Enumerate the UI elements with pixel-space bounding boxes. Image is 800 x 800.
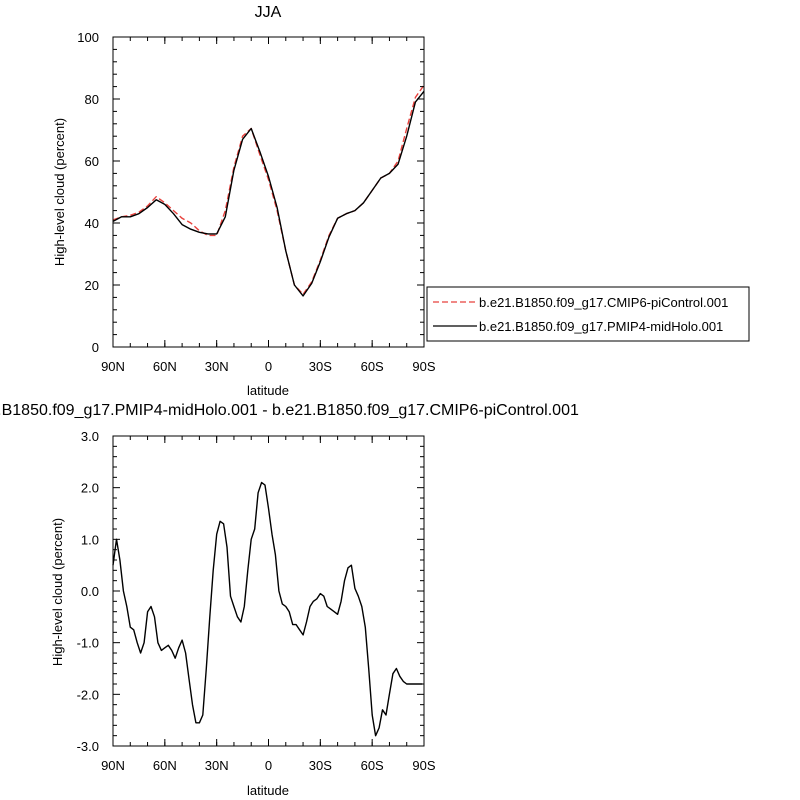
top-x-tick-label: 30N xyxy=(205,359,229,374)
bottom-y-tick-label: -3.0 xyxy=(77,739,99,754)
legend-box xyxy=(426,286,750,342)
bottom-x-tick-label: 30N xyxy=(205,758,229,773)
bottom-x-tick-label: 30S xyxy=(309,758,332,773)
top-plot-frame xyxy=(112,36,425,348)
top-chart-ylabel: High-level cloud (percent) xyxy=(52,118,67,266)
top-y-tick-label: 0 xyxy=(92,340,99,355)
bottom-y-tick-label: 3.0 xyxy=(81,429,99,444)
top-x-tick-label: 60N xyxy=(153,359,177,374)
bottom-plot-frame xyxy=(112,435,425,747)
bottom-chart-title: b.e21.B1850.f09_g17.PMIP4-midHolo.001 - … xyxy=(0,402,579,419)
top-x-tick-label: 90S xyxy=(412,359,435,374)
bottom-line-chart: 90N 60N 30N 0 30S 60S 90S -3.0 -2.0 -1.0 0.0 1.0 2.0… xyxy=(77,429,436,773)
legend-label-midholo: b.e21.B1850.f09_g17.PMIP4-midHolo.001 xyxy=(479,319,723,334)
top-y-tick-label: 80 xyxy=(85,92,99,107)
bottom-y-tick-label: 0.0 xyxy=(81,584,99,599)
bottom-chart-ylabel: High-level cloud (percent) xyxy=(50,518,65,666)
bottom-series-line-0 xyxy=(112,481,423,737)
top-series-line-0 xyxy=(112,84,425,295)
bottom-x-tick-label: 90S xyxy=(412,758,435,773)
top-x-tick-label: 0 xyxy=(265,359,272,374)
top-y-tick-label: 20 xyxy=(85,278,99,293)
top-line-chart: 90N 60N 30N 0 30S 60S 90S 0 20 40 60 80 100 xyxy=(77,30,436,374)
top-x-tick-label: 90N xyxy=(101,359,125,374)
top-y-tick-label: 60 xyxy=(85,154,99,169)
top-y-tick-label: 40 xyxy=(85,216,99,231)
bottom-y-tick-label: 1.0 xyxy=(81,532,99,547)
bottom-x-tick-label: 90N xyxy=(101,758,125,773)
top-x-tick-label: 60S xyxy=(361,359,384,374)
top-chart-xlabel: latitude xyxy=(247,383,289,398)
top-chart-legend: b.e21.B1850.f09_g17.CMIP6-piControl.001 … xyxy=(426,286,750,342)
bottom-x-tick-label: 60S xyxy=(361,758,384,773)
top-series-line-1 xyxy=(112,90,425,297)
bottom-chart-xlabel: latitude xyxy=(247,783,289,798)
bottom-y-tick-label: -2.0 xyxy=(77,687,99,702)
top-x-tick-label: 30S xyxy=(309,359,332,374)
bottom-x-tick-label: 60N xyxy=(153,758,177,773)
bottom-x-tick-label: 0 xyxy=(265,758,272,773)
top-y-tick-label: 100 xyxy=(77,30,99,45)
top-chart-title: JJA xyxy=(255,4,282,21)
bottom-y-tick-label: -1.0 xyxy=(77,636,99,651)
legend-label-picontrol: b.e21.B1850.f09_g17.CMIP6-piControl.001 xyxy=(479,295,728,310)
bottom-y-tick-label: 2.0 xyxy=(81,481,99,496)
